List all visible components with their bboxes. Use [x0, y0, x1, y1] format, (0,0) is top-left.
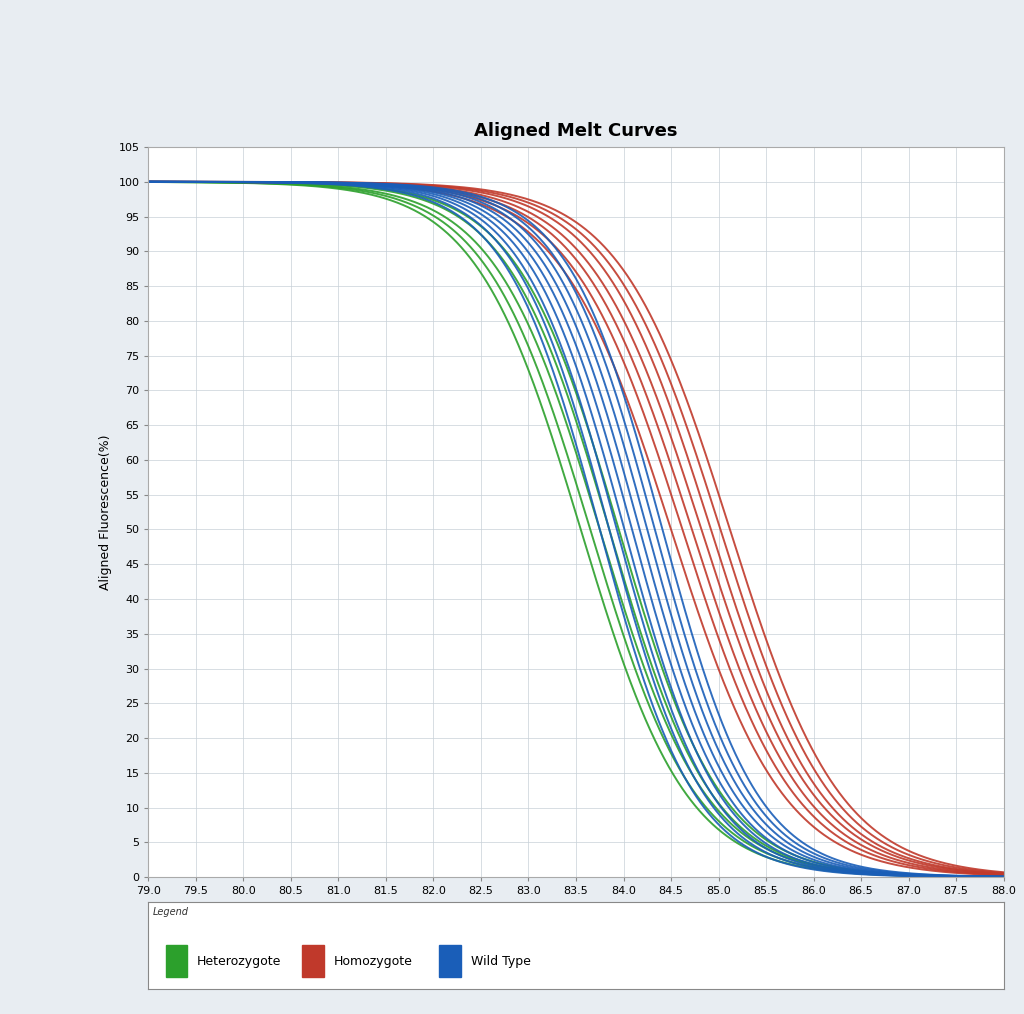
- FancyBboxPatch shape: [439, 945, 461, 977]
- Text: Legend: Legend: [153, 907, 188, 917]
- Text: Wild Type: Wild Type: [471, 954, 530, 967]
- Title: Aligned Melt Curves: Aligned Melt Curves: [474, 122, 678, 140]
- FancyBboxPatch shape: [302, 945, 324, 977]
- FancyBboxPatch shape: [166, 945, 187, 977]
- X-axis label: Temperature(°C): Temperature(°C): [524, 903, 628, 916]
- Text: Homozygote: Homozygote: [334, 954, 413, 967]
- Y-axis label: Aligned Fluorescence(%): Aligned Fluorescence(%): [98, 434, 112, 590]
- Text: Heterozygote: Heterozygote: [198, 954, 282, 967]
